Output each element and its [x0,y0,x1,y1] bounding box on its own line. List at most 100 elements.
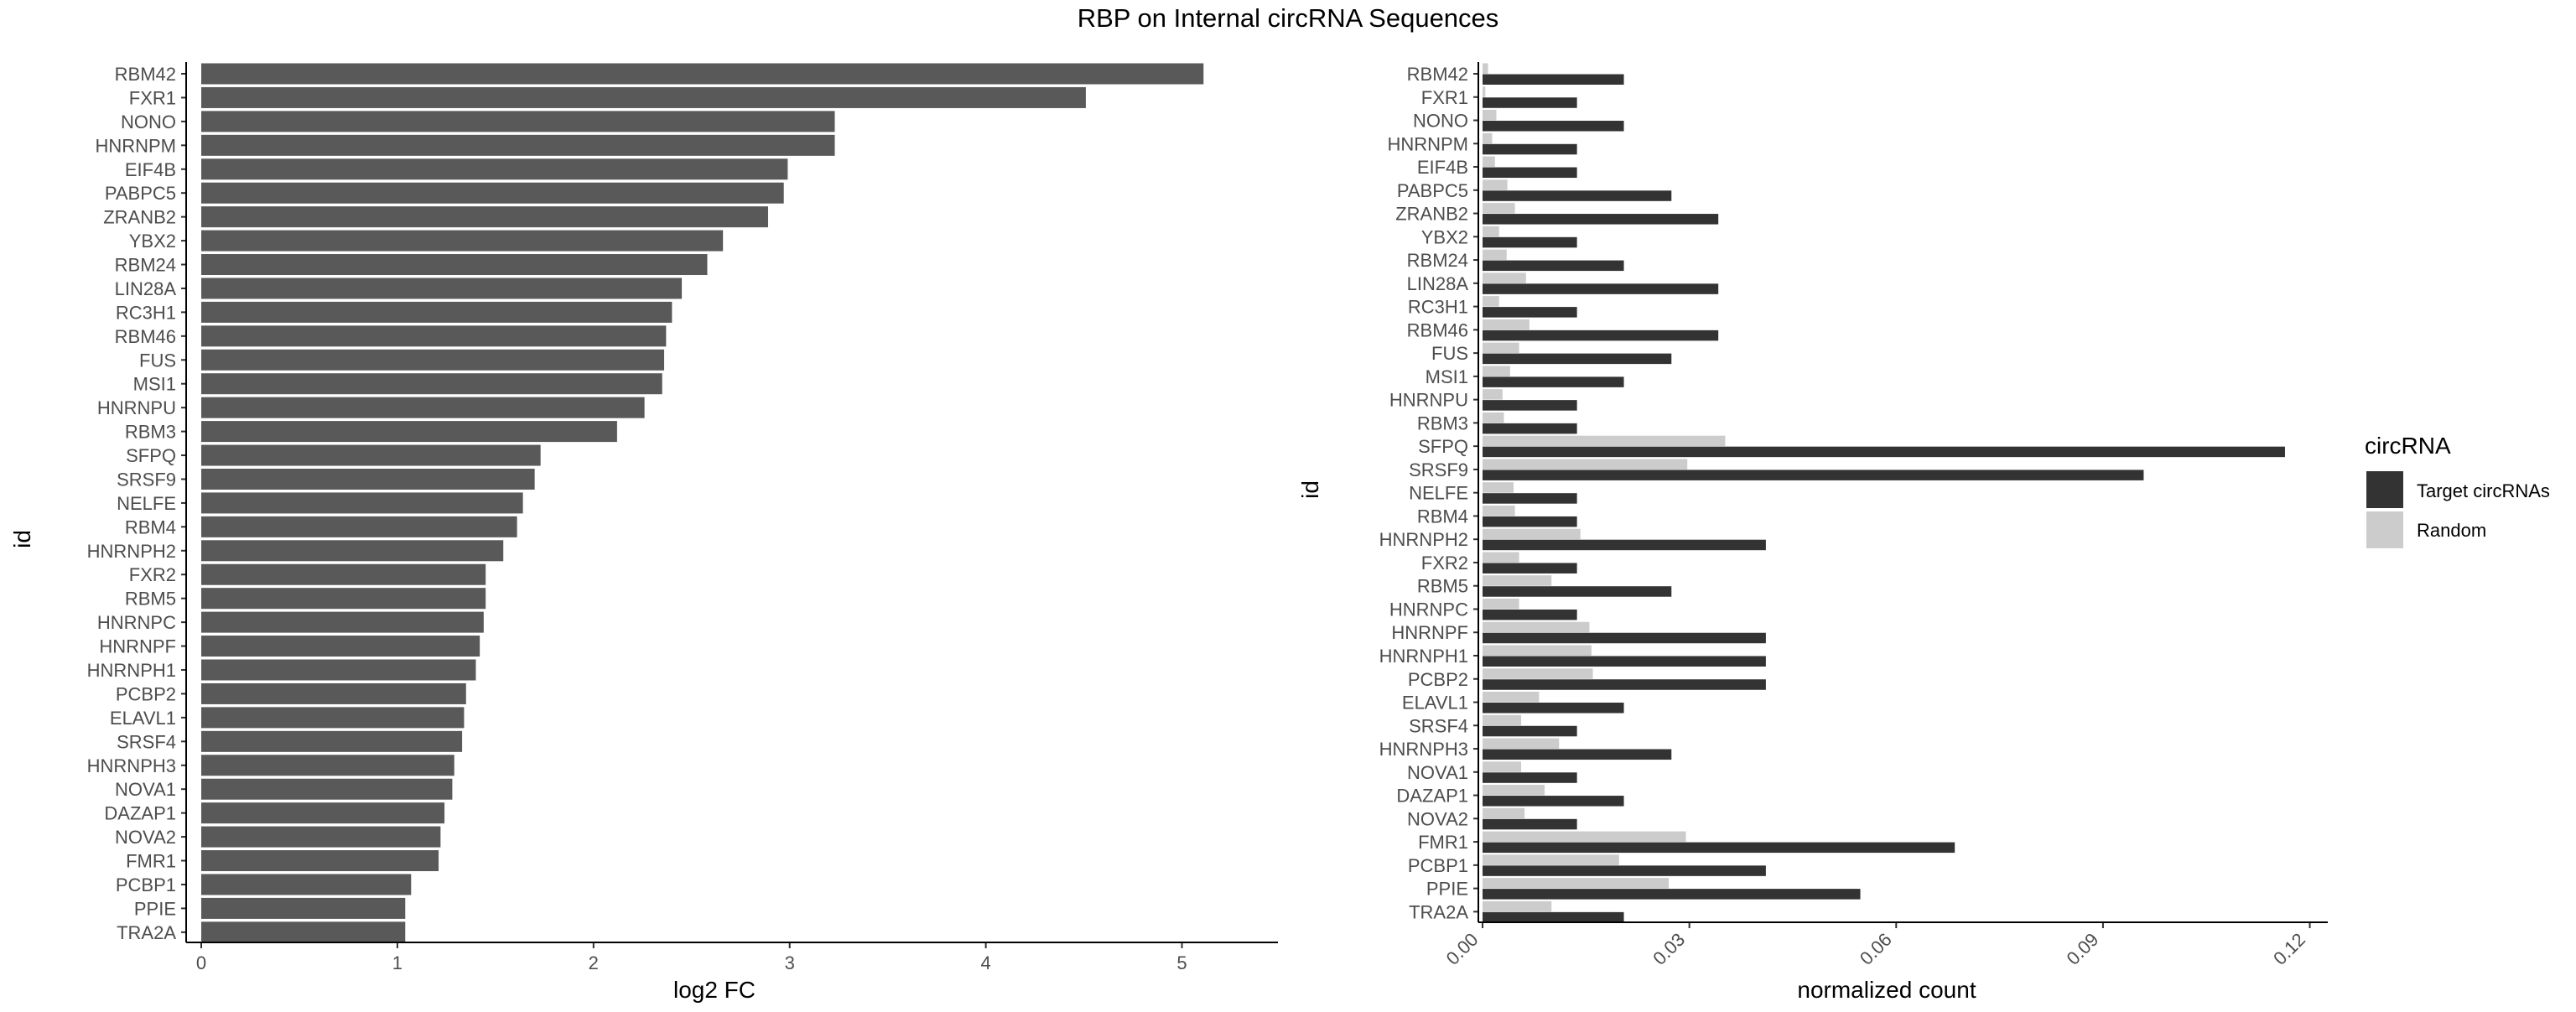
y-tick-label-hnrnpc: HNRNPC [1389,599,1468,620]
bar-tra2a [201,921,406,943]
y-tick-label-rbm4: RBM4 [125,516,176,537]
y-tick-label-sfpq: SFPQ [1418,436,1468,457]
y-tick-label-dazap1: DAZAP1 [104,803,176,824]
bar-zranb2 [201,206,768,228]
y-tick-label-pcbp1: PCBP1 [1408,855,1468,876]
y-tick-label-rbm42: RBM42 [115,64,176,85]
bar-random-fus [1483,342,1519,354]
bar-random-elavl1 [1483,692,1540,703]
bar-rbm46 [201,325,667,347]
bar-target-fxr1 [1483,97,1577,108]
bar-nova2 [201,826,441,848]
bar-target-msi1 [1483,376,1624,387]
y-tick-label-elavl1: ELAVL1 [1402,693,1468,714]
bar-target-zranb2 [1483,214,1719,225]
bar-random-rbm42 [1483,63,1488,74]
bar-pabpc5 [201,182,784,204]
y-tick-label-rbm46: RBM46 [1407,319,1468,340]
bar-msi1 [201,373,662,395]
y-tick-label-rbm3: RBM3 [125,422,176,443]
y-tick-label-ybx2: YBX2 [1421,226,1468,247]
bar-random-hnrnpf [1483,621,1590,633]
bar-random-ybx2 [1483,226,1499,237]
y-tick-label-rbm24: RBM24 [1407,250,1468,271]
bar-target-rbm5 [1483,586,1672,597]
bar-target-ppie [1483,889,1861,900]
bar-random-lin28a [1483,272,1526,283]
legend-title: circRNA [2365,433,2451,459]
bar-pcbp1 [201,874,412,895]
bar-srsf4 [201,730,463,752]
bar-target-srsf9 [1483,470,2144,480]
bar-ybx2 [201,230,724,252]
y-tick-label-hnrnpf: HNRNPF [99,636,176,657]
y-tick-label-pcbp1: PCBP1 [116,874,176,895]
bar-random-rbm4 [1483,505,1515,516]
bar-random-fmr1 [1483,831,1686,843]
bar-rbm4 [201,516,517,537]
bar-dazap1 [201,802,445,824]
y-tick-label-rbm42: RBM42 [1407,64,1468,85]
y-tick-label-zranb2: ZRANB2 [1395,204,1468,225]
x-tick-label: 5 [1176,952,1187,973]
x-tick-label: 4 [980,952,990,973]
y-tick-label-nelfe: NELFE [1409,483,1468,504]
x-tick-label: 0.12 [2269,929,2309,969]
y-tick-label-hnrnpu: HNRNPU [1389,390,1468,411]
bar-random-nova1 [1483,761,1522,772]
bar-random-rc3h1 [1483,296,1499,307]
x-tick-label: 2 [589,952,599,973]
bar-target-dazap1 [1483,796,1624,807]
bar-target-fxr2 [1483,563,1577,573]
bar-target-pcbp2 [1483,679,1766,690]
y-tick-label-hnrnph1: HNRNPH1 [87,660,176,681]
y-tick-label-hnrnph2: HNRNPH2 [87,541,176,562]
right-bars [1483,63,2285,923]
y-tick-label-nono: NONO [121,112,176,132]
y-tick-label-fxr1: FXR1 [1421,87,1468,108]
bar-random-rbm46 [1483,319,1530,330]
bar-random-eif4b [1483,156,1495,168]
bar-target-hnrnph3 [1483,749,1672,760]
bar-random-zranb2 [1483,203,1515,214]
bar-target-fmr1 [1483,842,1955,854]
x-tick-label: 0 [196,952,206,973]
y-tick-label-rbm46: RBM46 [115,326,176,347]
y-tick-label-srsf9: SRSF9 [117,469,176,490]
x-tick-label: 0.03 [1649,929,1689,969]
bar-target-hnrnpc [1483,609,1577,620]
bar-srsf9 [201,468,535,490]
y-tick-label-rc3h1: RC3H1 [1408,297,1468,318]
bar-random-rbm5 [1483,575,1552,586]
bar-target-nova1 [1483,772,1577,783]
bar-target-rbm42 [1483,74,1624,85]
bar-target-hnrnpu [1483,400,1577,411]
x-tick-label: 1 [392,952,402,973]
y-tick-label-msi1: MSI1 [1426,366,1468,387]
right-x-ticks: 0.00 0.03 0.06 0.09 0.12 [1442,922,2311,969]
bar-random-fxr1 [1483,86,1486,97]
y-tick-label-eif4b: EIF4B [1417,157,1468,178]
left-bars [201,63,1204,943]
y-tick-label-sfpq: SFPQ [126,445,176,466]
y-tick-label-srsf4: SRSF4 [1409,715,1468,736]
bar-random-fxr2 [1483,552,1519,563]
bar-hnrnpu [201,397,645,418]
y-tick-label-nova2: NOVA2 [1407,808,1468,829]
bar-ppie [201,897,406,919]
left-x-axis-title: log2 FC [673,977,756,1003]
bar-target-rbm3 [1483,423,1577,434]
y-tick-label-hnrnpc: HNRNPC [97,612,176,633]
bar-random-hnrnph3 [1483,738,1560,750]
legend-label-target: Target circRNAs [2417,480,2550,501]
bar-random-srsf4 [1483,714,1522,726]
right-y-axis-title: id [1297,480,1323,499]
left-y-axis-title: id [9,530,35,548]
left-panel-log2fc: RBM42FXR1NONOHNRNPMEIF4BPABPC5ZRANB2YBX2… [9,62,1278,1003]
x-tick-label: 0.00 [1442,929,1483,969]
bar-nova1 [201,778,453,800]
bar-rbm24 [201,254,708,276]
